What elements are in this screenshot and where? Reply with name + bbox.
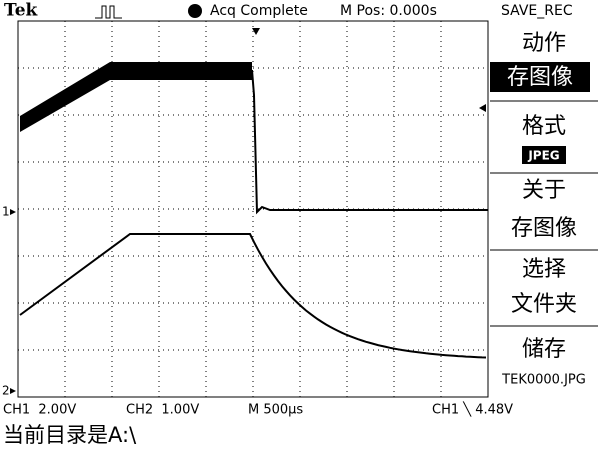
- m-position: M Pos: 0.000s: [340, 3, 437, 19]
- menu-label[interactable]: 文件夹: [511, 292, 577, 317]
- channel-arrow: [10, 209, 16, 215]
- side-menu: 动作 存图像 格式 JPEG 关于 存图像 选择 文件夹 储存 TEK0000.…: [490, 31, 598, 388]
- menu-highlight: [490, 62, 590, 92]
- timebase: M 500µs: [248, 403, 303, 418]
- menu-value[interactable]: JPEG: [527, 149, 559, 163]
- menu-label[interactable]: 选择: [522, 257, 566, 282]
- trigger-icon: [95, 5, 122, 19]
- ch2-scale: CH2 1.00V: [126, 403, 199, 418]
- ch1-noisy-band: [20, 62, 252, 132]
- current-directory: 当前目录是A:\: [3, 423, 137, 447]
- acq-status: Acq Complete: [210, 3, 308, 19]
- menu-value: TEK0000.JPG: [501, 373, 586, 388]
- channel-marker: 2: [2, 384, 10, 398]
- ch1-scale: CH1 2.00V: [3, 403, 76, 418]
- menu-label[interactable]: 存图像: [511, 216, 577, 241]
- menu-title: SAVE_REC: [501, 3, 573, 19]
- run-indicator: [188, 4, 202, 18]
- menu-label: 动作: [522, 31, 566, 56]
- menu-highlight: [522, 146, 566, 164]
- trigger-setting: CH1 ╲ 4.48V: [432, 401, 513, 418]
- trigger-level-marker: [479, 104, 486, 112]
- channel-arrow: [10, 388, 16, 394]
- menu-label[interactable]: 储存: [522, 337, 566, 362]
- trigger-position-marker: [252, 28, 260, 35]
- menu-label[interactable]: 关于: [522, 178, 566, 203]
- menu-value[interactable]: 存图像: [507, 65, 573, 90]
- brand: Tek: [4, 1, 39, 21]
- menu-label: 格式: [522, 114, 566, 139]
- ch1-trace: [251, 69, 488, 215]
- ch2-trace: [19, 233, 487, 359]
- channel-marker: 1: [2, 205, 10, 219]
- graticule: [18, 21, 488, 397]
